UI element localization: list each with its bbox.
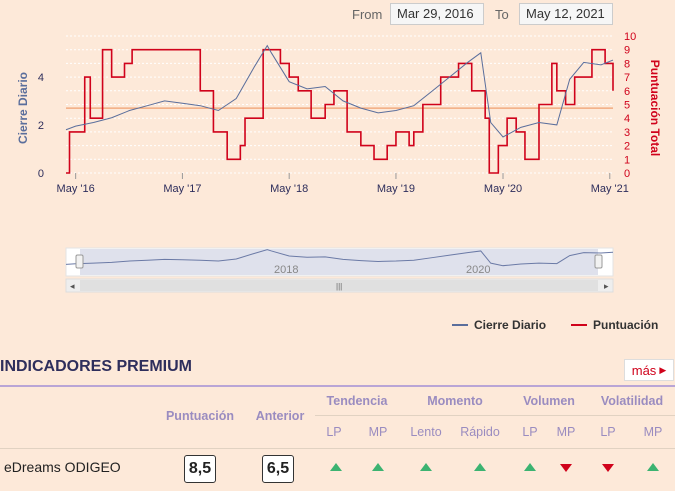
header-row-divider xyxy=(0,448,675,449)
chevron-right-icon: ▶ xyxy=(659,364,667,375)
y-right-axis-label: Puntuación Total xyxy=(648,60,662,156)
chart-grid xyxy=(66,35,613,174)
triangle-up-icon xyxy=(474,463,486,471)
navigator-label-2020: 2020 xyxy=(466,264,490,276)
x-tick-label: May '21 xyxy=(591,183,629,195)
range-to-input[interactable]: May 12, 2021 xyxy=(519,3,613,25)
triangle-down-icon xyxy=(560,464,572,472)
x-tick-label: May '16 xyxy=(57,183,95,195)
y-left-tick-label: 0 xyxy=(38,168,44,180)
subheader-volatilidad-lp: LP xyxy=(600,425,616,439)
triangle-down-icon xyxy=(602,464,614,472)
navigator-series-line xyxy=(65,249,614,267)
x-tick-label: May '19 xyxy=(377,183,415,195)
triangle-up-icon xyxy=(330,463,342,471)
row-company-name[interactable]: eDreams ODIGEO xyxy=(4,459,121,475)
group-divider xyxy=(315,415,675,416)
score-series-line xyxy=(66,48,614,174)
legend-item-close[interactable]: Cierre Diario xyxy=(452,318,546,332)
triangle-up-icon xyxy=(420,463,432,471)
y-right-tick-label: 2 xyxy=(624,141,630,153)
y-left-tick-label: 2 xyxy=(38,120,44,132)
score-series xyxy=(66,48,614,174)
header-score: Puntuación xyxy=(165,409,235,423)
triangle-up-icon xyxy=(524,463,536,471)
range-to-label: To xyxy=(495,7,509,22)
subheader-tendencia-mp: MP xyxy=(368,425,388,439)
subheader-volatilidad-mp: MP xyxy=(643,425,663,439)
header-group-volumen: Volumen xyxy=(523,394,575,408)
y-right-tick-label: 6 xyxy=(624,86,630,98)
y-right-tick-label: 1 xyxy=(624,154,630,166)
close-series xyxy=(65,44,614,138)
subheader-momento-rapido: Rápido xyxy=(460,425,500,439)
subheader-momento-lento: Lento xyxy=(410,425,442,439)
premium-section-title: INDICADORES PREMIUM xyxy=(0,358,193,375)
triangle-up-icon xyxy=(647,463,659,471)
subheader-volumen-lp: LP xyxy=(522,425,538,439)
triangle-up-icon xyxy=(372,463,384,471)
legend-close-label: Cierre Diario xyxy=(474,318,547,332)
y-left-tick-label: 4 xyxy=(38,72,44,84)
y-right-tick-label: 9 xyxy=(624,45,630,57)
navigator-handle-left[interactable] xyxy=(75,254,84,269)
legend-item-score[interactable]: Puntuación xyxy=(571,318,658,332)
x-tick-label: May '20 xyxy=(484,183,522,195)
y-right-tick-label: 5 xyxy=(624,100,630,112)
y-left-ticks: 0 2 4 xyxy=(38,72,44,180)
x-ticks: May '16 May '17 May '18 May '19 May '20 May '… xyxy=(57,173,629,195)
header-group-volatilidad: Volatilidad xyxy=(600,394,664,408)
legend-score-label: Puntuación xyxy=(593,318,659,332)
x-tick-label: May '18 xyxy=(270,183,308,195)
navigator-handle-right[interactable] xyxy=(594,254,603,269)
header-previous: Anterior xyxy=(255,409,305,423)
current-score-badge: 8,5 xyxy=(184,455,216,483)
y-right-tick-label: 7 xyxy=(624,72,630,84)
range-from-input[interactable]: Mar 29, 2016 xyxy=(390,3,484,25)
more-button[interactable]: más ▶ xyxy=(624,359,674,381)
range-from-label: From xyxy=(352,7,383,22)
scroll-left-arrow-icon[interactable]: ◂ xyxy=(70,281,75,291)
x-tick-label: May '17 xyxy=(163,183,201,195)
header-group-tendencia: Tendencia xyxy=(326,394,388,408)
more-button-label: más xyxy=(631,362,657,378)
y-right-tick-label: 8 xyxy=(624,58,630,70)
premium-table xyxy=(0,385,675,491)
navigator-series xyxy=(65,249,614,267)
subheader-tendencia-lp: LP xyxy=(326,425,342,439)
close-series-line xyxy=(65,44,614,138)
y-right-tick-label: 4 xyxy=(624,113,630,125)
navigator-label-2018: 2018 xyxy=(274,264,298,276)
navigator[interactable]: 2018 2020 xyxy=(65,247,614,277)
previous-score-badge: 6,5 xyxy=(262,455,294,483)
scroll-right-arrow-icon[interactable]: ▸ xyxy=(604,281,609,291)
legend-close-swatch-icon xyxy=(452,324,468,326)
navigator-scrollbar[interactable]: ◂ ▸ ||| xyxy=(65,278,614,293)
y-right-tick-label: 3 xyxy=(624,127,630,139)
y-left-axis-label: Cierre Diario xyxy=(16,72,30,144)
y-right-tick-label: 0 xyxy=(624,168,630,180)
header-group-momento: Momento xyxy=(427,394,483,408)
scroll-grip-icon[interactable]: ||| xyxy=(336,282,342,291)
legend-score-swatch-icon xyxy=(571,324,587,326)
y-right-tick-label: 10 xyxy=(624,31,636,43)
subheader-volumen-mp: MP xyxy=(556,425,576,439)
